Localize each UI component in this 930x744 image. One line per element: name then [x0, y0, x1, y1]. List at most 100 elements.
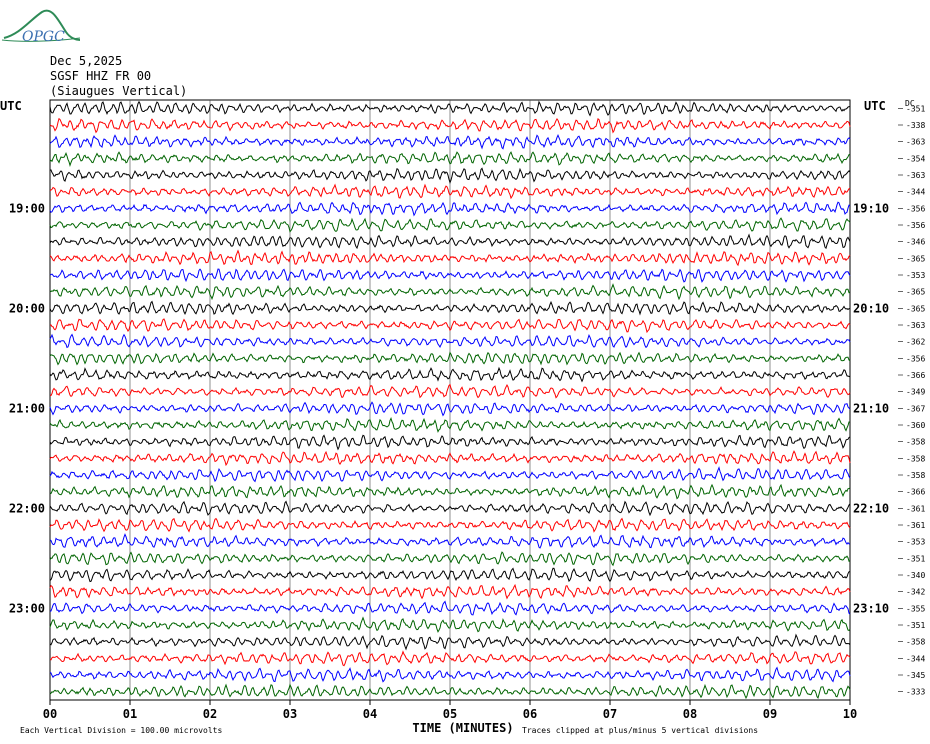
trace-line	[49, 583, 851, 600]
dc-offset-label: -338	[906, 121, 925, 130]
logo-base-line	[1, 37, 81, 42]
trace-line	[49, 633, 851, 651]
dc-offset-label: -361	[906, 504, 925, 513]
trace-line	[49, 401, 851, 417]
trace-line	[49, 249, 851, 267]
trace-line	[49, 567, 851, 583]
dc-offset-label: -367	[906, 404, 925, 413]
trace-line	[49, 683, 851, 700]
trace-line	[49, 300, 851, 316]
dc-offset-label: -356	[906, 221, 925, 230]
dc-offset-labels: -351 -338 -363 -354 -363 -344 -356 -356 -346 -365…	[898, 104, 925, 697]
trace-line	[49, 666, 851, 683]
right-utc-label: UTC	[864, 99, 886, 113]
trace-line	[49, 434, 851, 451]
dc-offset-label: -356	[906, 354, 925, 363]
dc-offset-label: -360	[906, 421, 925, 430]
x-tick-label: 07	[603, 707, 617, 721]
trace-line	[49, 117, 851, 134]
x-tick-label: 00	[43, 707, 57, 721]
dc-offset-label: -344	[906, 654, 925, 663]
x-tick-label: 04	[363, 707, 377, 721]
dc-offset-label: -362	[906, 338, 925, 347]
trace-line	[49, 616, 851, 633]
x-tick-label: 06	[523, 707, 537, 721]
logo-mountain-icon	[3, 9, 81, 41]
logo-text: OPGC	[22, 29, 65, 45]
dc-offset-label: -353	[906, 538, 925, 547]
trace-line	[49, 450, 851, 467]
trace-lines	[49, 100, 851, 700]
dc-offset-label: -365	[906, 288, 925, 297]
dc-offset-label: -358	[906, 471, 925, 480]
x-tick-label: 02	[203, 707, 217, 721]
footer-left-note: Each Vertical Division = 100.00 microvol…	[20, 726, 222, 735]
x-tick-label: 09	[763, 707, 777, 721]
dc-offset-label: -340	[906, 571, 925, 580]
dc-offset-label: -363	[906, 321, 925, 330]
trace-line	[49, 233, 851, 250]
trace-line	[49, 517, 851, 533]
dc-offset-label: -345	[906, 671, 925, 680]
x-tick-label: 10	[843, 707, 857, 721]
x-tick-label: 08	[683, 707, 697, 721]
left-hour-label: 21:00	[9, 401, 45, 415]
trace-line	[49, 217, 851, 233]
right-hour-label: 22:10	[853, 501, 889, 515]
trace-line	[49, 183, 851, 200]
dc-offset-label: -351	[906, 554, 925, 563]
dc-offset-label: -346	[906, 238, 925, 247]
left-hour-label: 20:00	[9, 301, 45, 315]
trace-line	[49, 600, 851, 616]
right-hour-label: 23:10	[853, 601, 889, 615]
dc-offset-label: -351	[906, 621, 925, 630]
dc-offset-label: -354	[906, 154, 925, 163]
dc-offset-label: -366	[906, 488, 925, 497]
left-hour-label: 22:00	[9, 501, 45, 515]
dc-offset-label: -355	[906, 604, 925, 613]
dc-offset-label: -365	[906, 304, 925, 313]
dc-offset-label: -365	[906, 254, 925, 263]
dc-offset-label: -353	[906, 271, 925, 280]
location-label: (Siaugues Vertical)	[50, 84, 187, 98]
trace-line	[49, 133, 851, 150]
dc-offset-label: -358	[906, 438, 925, 447]
minute-gridlines	[49, 100, 851, 705]
trace-line	[49, 500, 851, 517]
trace-line	[49, 650, 851, 667]
dc-offset-label: -342	[906, 588, 925, 597]
station-label: SGSF HHZ FR 00	[50, 69, 151, 83]
x-tick-label: 05	[443, 707, 457, 721]
left-hour-label: 19:00	[9, 201, 45, 215]
x-tick-labels: 00 01 02 03 04 05 06 07 08 09 10	[43, 707, 857, 721]
trace-line	[49, 351, 851, 366]
dc-offset-label: -333	[906, 688, 925, 697]
dc-offset-label: -366	[906, 371, 925, 380]
trace-line	[49, 483, 851, 500]
trace-line	[49, 383, 851, 399]
right-hour-label: 21:10	[853, 401, 889, 415]
dc-label: DC	[905, 99, 915, 108]
trace-line	[49, 533, 851, 549]
dc-offset-label: -363	[906, 138, 925, 147]
dc-offset-label: -351	[906, 104, 925, 113]
trace-line	[49, 366, 851, 383]
right-hour-label: 19:10	[853, 201, 889, 215]
trace-line	[49, 201, 851, 217]
x-tick-label: 01	[123, 707, 137, 721]
trace-line	[49, 551, 851, 567]
left-hour-labels: 19:00 20:00 21:00 22:00 23:00	[9, 201, 45, 615]
dc-offset-label: -361	[906, 521, 925, 530]
left-utc-label: UTC	[0, 99, 22, 113]
dc-offset-label: -349	[906, 388, 925, 397]
trace-line	[49, 151, 851, 167]
left-hour-label: 23:00	[9, 601, 45, 615]
right-hour-label: 20:10	[853, 301, 889, 315]
dc-offset-label: -356	[906, 204, 925, 213]
trace-line	[49, 417, 851, 433]
trace-line	[49, 268, 851, 283]
date-label: Dec 5,2025	[50, 54, 122, 68]
trace-line	[49, 167, 851, 185]
right-hour-labels: 19:10 20:10 21:10 22:10 23:10	[853, 201, 889, 615]
